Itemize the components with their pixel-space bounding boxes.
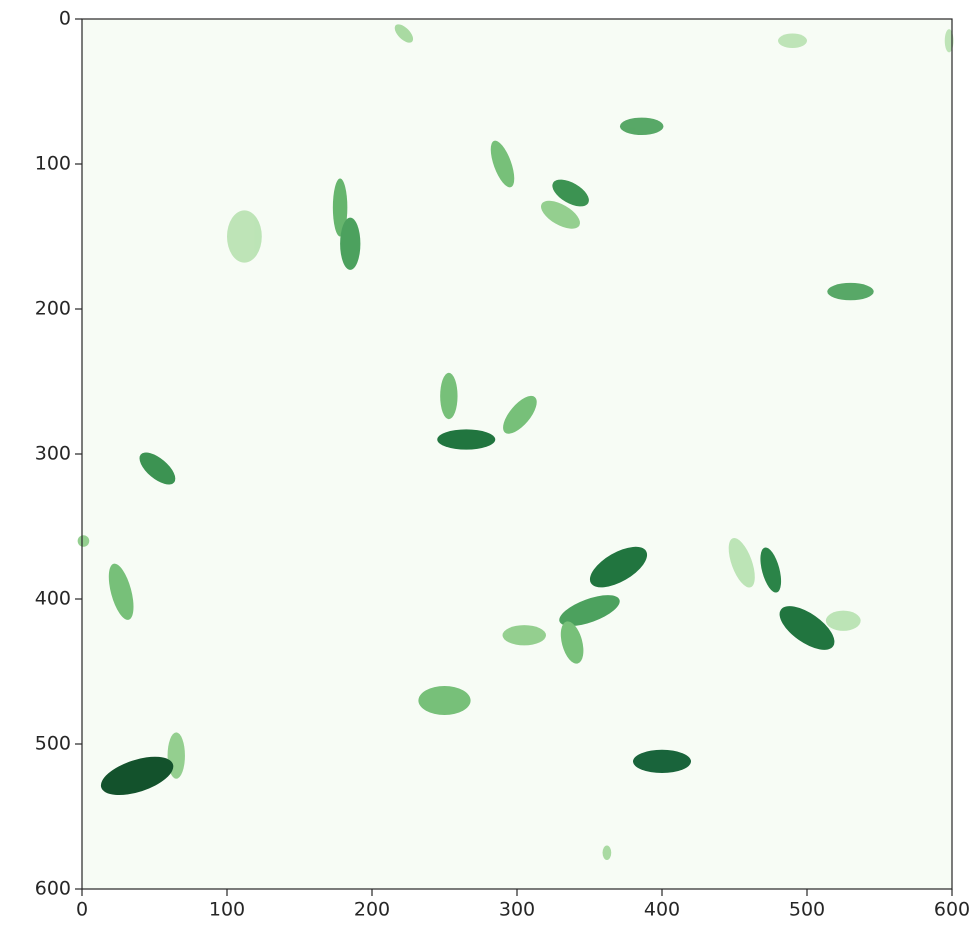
y-tick-label: 400 — [35, 588, 71, 610]
y-tick-label: 600 — [35, 878, 71, 900]
x-tick-label: 100 — [209, 899, 245, 921]
y-tick-label: 100 — [35, 153, 71, 175]
image-content — [77, 24, 954, 860]
x-tick-label: 200 — [354, 899, 390, 921]
x-tick-label: 300 — [499, 899, 535, 921]
y-tick-label: 0 — [59, 8, 71, 30]
x-tick-label: 0 — [76, 899, 88, 921]
image-background — [82, 19, 952, 889]
x-tick-label: 600 — [934, 899, 970, 921]
y-tick-label: 300 — [35, 443, 71, 465]
x-tick-label: 500 — [789, 899, 825, 921]
y-tick-label: 500 — [35, 733, 71, 755]
x-tick-label: 400 — [644, 899, 680, 921]
y-tick-label: 200 — [35, 298, 71, 320]
